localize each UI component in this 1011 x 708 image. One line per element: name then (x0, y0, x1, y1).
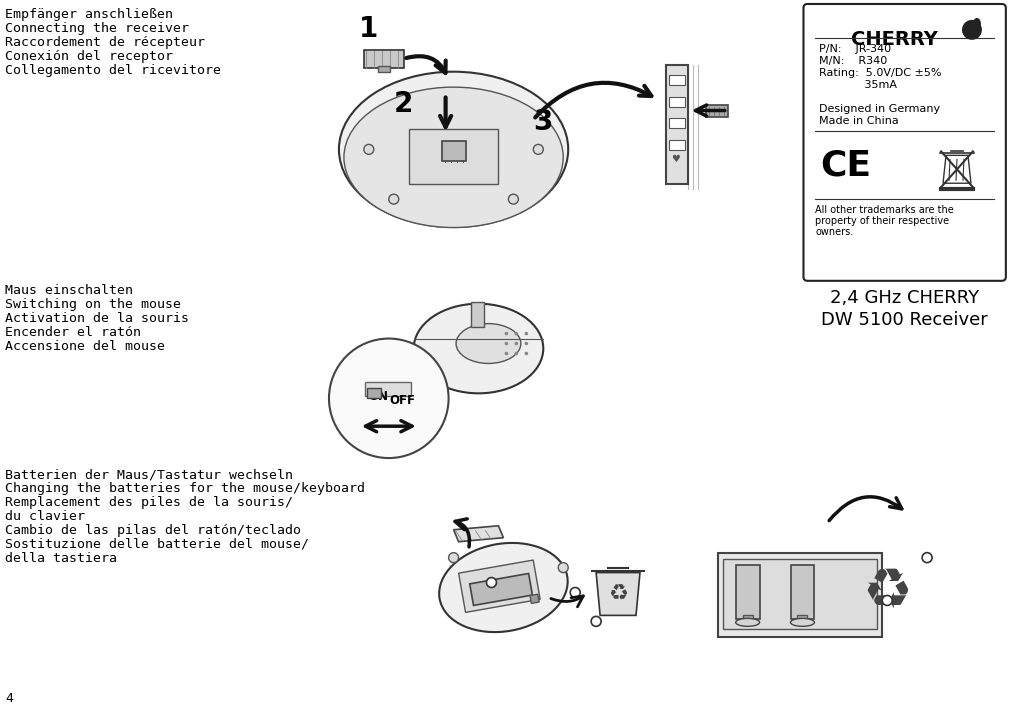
Circle shape (515, 332, 519, 336)
Bar (718, 553, 883, 637)
Text: ♻: ♻ (862, 566, 912, 620)
Text: OFF: OFF (389, 394, 416, 407)
Text: CE: CE (820, 149, 870, 183)
Bar (459, 560, 540, 612)
Ellipse shape (439, 543, 568, 632)
Text: 2: 2 (393, 90, 413, 118)
Text: Made in China: Made in China (820, 115, 899, 125)
Text: Activation de la souris: Activation de la souris (5, 312, 189, 325)
Ellipse shape (791, 618, 815, 627)
Bar (706, 105, 728, 117)
Circle shape (525, 332, 528, 336)
Text: ON: ON (369, 390, 389, 404)
Text: 35mA: 35mA (820, 80, 898, 90)
Circle shape (883, 595, 892, 605)
Text: Switching on the mouse: Switching on the mouse (5, 298, 181, 311)
Bar (669, 74, 684, 85)
Circle shape (525, 342, 528, 346)
Circle shape (389, 194, 398, 204)
Circle shape (962, 20, 982, 40)
Text: Rating:  5.0V/DC ±5%: Rating: 5.0V/DC ±5% (820, 68, 942, 78)
Text: Raccordement de récepteur: Raccordement de récepteur (5, 36, 205, 49)
Polygon shape (454, 526, 503, 542)
Text: Remplacement des piles de la souris/: Remplacement des piles de la souris/ (5, 496, 293, 509)
Circle shape (449, 553, 459, 563)
Text: Sostituzione delle batterie del mouse/: Sostituzione delle batterie del mouse/ (5, 537, 309, 551)
Text: M/N:    R340: M/N: R340 (820, 56, 888, 66)
Circle shape (922, 553, 932, 563)
Ellipse shape (339, 72, 568, 227)
Text: DW 5100 Receiver: DW 5100 Receiver (821, 311, 988, 329)
Text: P/N:    JR-340: P/N: JR-340 (820, 44, 892, 54)
Text: Maus einschalten: Maus einschalten (5, 284, 133, 297)
Circle shape (591, 617, 602, 627)
Ellipse shape (456, 324, 521, 363)
Text: Changing the batteries for the mouse/keyboard: Changing the batteries for the mouse/key… (5, 482, 365, 495)
Ellipse shape (413, 304, 543, 394)
Circle shape (486, 578, 496, 588)
Text: All other trademarks are the: All other trademarks are the (816, 205, 954, 215)
Bar (669, 96, 684, 106)
Bar (367, 389, 381, 399)
Text: owners.: owners. (816, 227, 853, 237)
Bar (669, 140, 684, 150)
Circle shape (558, 563, 568, 573)
Text: ♻: ♻ (608, 583, 628, 603)
Text: Designed in Germany: Designed in Germany (820, 103, 940, 113)
Bar (470, 573, 533, 605)
Text: Empfänger anschließen: Empfänger anschließen (5, 8, 173, 21)
Text: Connecting the receiver: Connecting the receiver (5, 22, 189, 35)
Ellipse shape (736, 618, 759, 627)
Bar (530, 594, 539, 603)
Text: du clavier: du clavier (5, 510, 85, 523)
Circle shape (504, 342, 509, 346)
Text: property of their respective: property of their respective (816, 216, 949, 226)
Text: Batterien der Maus/Tastatur wechseln: Batterien der Maus/Tastatur wechseln (5, 468, 293, 481)
Bar (791, 564, 815, 620)
Bar (743, 615, 752, 622)
Bar (470, 302, 484, 326)
Bar (669, 118, 684, 128)
Polygon shape (596, 573, 640, 615)
Text: Conexión del receptor: Conexión del receptor (5, 50, 173, 63)
Bar (364, 50, 403, 68)
Circle shape (364, 144, 374, 154)
Bar (736, 564, 759, 620)
Circle shape (515, 352, 519, 355)
Text: CHERRY: CHERRY (851, 30, 938, 49)
Ellipse shape (973, 18, 981, 30)
Text: 2,4 GHz CHERRY: 2,4 GHz CHERRY (830, 289, 980, 307)
Bar (798, 615, 808, 622)
Circle shape (504, 352, 509, 355)
Text: della tastiera: della tastiera (5, 552, 117, 565)
Text: 4: 4 (5, 692, 13, 705)
Circle shape (509, 194, 519, 204)
Circle shape (504, 332, 509, 336)
Text: Accensione del mouse: Accensione del mouse (5, 340, 165, 353)
Circle shape (515, 342, 519, 346)
Bar (365, 382, 410, 396)
Text: 1: 1 (359, 15, 378, 43)
Bar (666, 64, 687, 184)
Bar (408, 130, 498, 184)
Circle shape (525, 352, 528, 355)
Circle shape (534, 144, 543, 154)
Text: ♥: ♥ (671, 154, 679, 164)
FancyBboxPatch shape (804, 4, 1006, 281)
Circle shape (329, 338, 449, 458)
Circle shape (570, 588, 580, 598)
Bar (723, 559, 878, 629)
Text: 3: 3 (534, 108, 553, 135)
Text: Collegamento del ricevitore: Collegamento del ricevitore (5, 64, 221, 76)
Text: Cambio de las pilas del ratón/teclado: Cambio de las pilas del ratón/teclado (5, 524, 301, 537)
Ellipse shape (344, 87, 563, 227)
Bar (442, 142, 465, 161)
Text: Encender el ratón: Encender el ratón (5, 326, 141, 338)
Bar (378, 66, 390, 72)
